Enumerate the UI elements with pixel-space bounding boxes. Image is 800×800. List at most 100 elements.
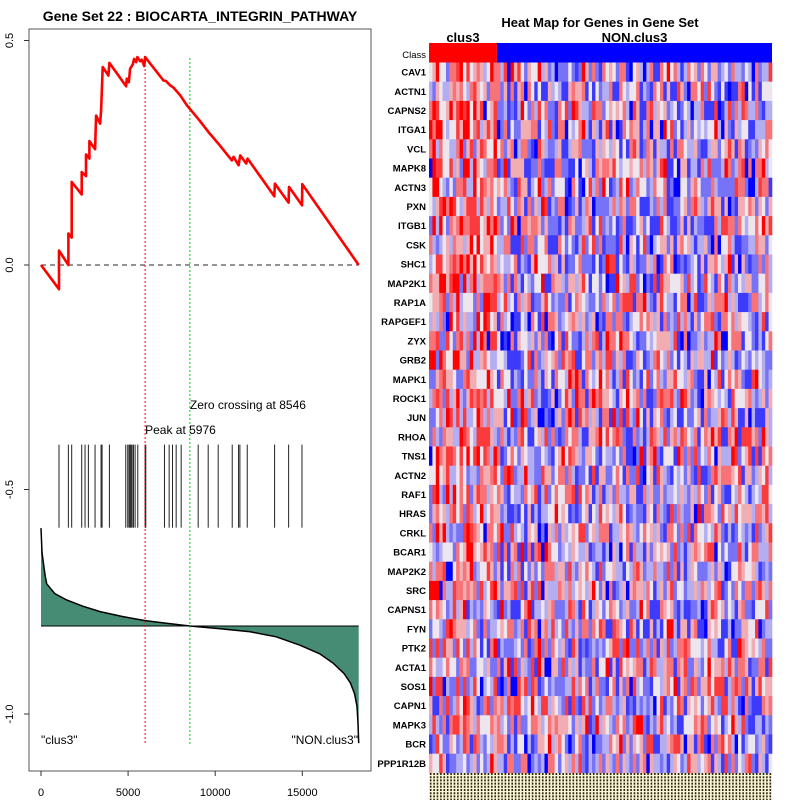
heatmap-cell (680, 753, 685, 774)
heatmap-cell (520, 465, 525, 486)
gene-label: MAPK1 (393, 375, 427, 386)
heatmap-cell (602, 292, 606, 313)
heatmap-cell (704, 561, 708, 582)
heatmap-cell (459, 638, 464, 658)
heatmap-cell (503, 753, 508, 774)
heatmap-cell (490, 331, 494, 351)
heatmap-cell (469, 561, 474, 582)
heatmap-cell (432, 331, 437, 351)
heatmap-cell (612, 734, 617, 754)
heatmap-cell (683, 100, 688, 121)
heatmap-cell (741, 523, 746, 543)
heatmap-cell (462, 350, 467, 370)
heatmap-cell (558, 580, 562, 601)
heatmap-cell (704, 484, 708, 505)
heatmap-cell (653, 580, 657, 601)
heatmap-cell (632, 273, 637, 294)
heatmap-cell (520, 292, 525, 313)
heatmap-cell (625, 619, 630, 639)
heatmap-cell (452, 504, 457, 524)
heatmap-cell (704, 81, 708, 102)
heatmap-cell (561, 158, 566, 178)
heatmap-cell (435, 696, 440, 716)
heatmap-cell (581, 62, 586, 82)
heatmap-cell (751, 216, 756, 236)
heatmap-cell (513, 369, 518, 390)
heatmap-cell (517, 523, 521, 543)
heatmap-cell (700, 273, 705, 294)
heatmap-cell (642, 177, 647, 198)
heatmap-cell (765, 638, 769, 658)
heatmap-cell (683, 62, 688, 82)
heatmap-cell (673, 139, 678, 159)
heatmap-cells (429, 62, 773, 774)
heatmap-cell (663, 446, 668, 466)
heatmap-cell (700, 542, 705, 562)
heatmap-cell (510, 580, 515, 601)
heatmap-cell (700, 350, 705, 370)
heatmap-cell (717, 158, 722, 178)
heatmap-cell (530, 177, 535, 198)
heatmap-cell (554, 388, 559, 409)
heatmap-cell (639, 350, 644, 370)
heatmap-cell (724, 638, 729, 658)
heatmap-cell (605, 216, 610, 236)
heatmap-cell (768, 388, 773, 409)
heatmap-cell (547, 600, 552, 620)
heatmap-cell (707, 158, 712, 178)
heatmap-cell (564, 638, 569, 658)
heatmap-cell (541, 580, 545, 601)
heatmap-cell (748, 619, 752, 639)
heatmap-cell (659, 676, 664, 697)
heatmap-cell (724, 580, 729, 601)
heatmap-cell (727, 408, 732, 428)
heatmap-cell (602, 350, 606, 370)
heatmap-cell (615, 734, 620, 754)
heatmap-cell (527, 331, 532, 351)
heatmap-cell (707, 331, 712, 351)
heatmap-cell (765, 446, 769, 466)
heatmap-cell (649, 62, 654, 82)
heatmap-cell (612, 196, 617, 217)
heatmap-cell (561, 753, 566, 774)
heatmap-cell (510, 734, 515, 754)
heatmap-cell (656, 292, 661, 313)
heatmap-cell (432, 216, 437, 236)
heatmap-cell (561, 696, 566, 716)
heatmap-cell (608, 465, 613, 486)
heatmap-cell (693, 292, 698, 313)
heatmap-cell (741, 158, 746, 178)
heatmap-cell (534, 484, 538, 505)
heatmap-cell (721, 369, 725, 390)
heatmap-cell (673, 312, 678, 332)
heatmap-cell (456, 196, 460, 217)
heatmap-cell (602, 331, 606, 351)
heatmap-cell (704, 504, 708, 524)
heatmap-cell (513, 158, 518, 178)
heatmap-cell (561, 62, 566, 82)
heatmap-cell (707, 734, 712, 754)
heatmap-cell (585, 523, 589, 543)
heatmap-cell (432, 715, 437, 735)
heatmap-cell (558, 619, 562, 639)
heatmap-cell (486, 600, 491, 620)
heatmap-cell (659, 331, 664, 351)
heatmap-cell (673, 100, 678, 121)
heatmap-cell (595, 734, 600, 754)
heatmap-cell (561, 542, 566, 562)
heatmap-cell (612, 600, 617, 620)
heatmap-cell (639, 580, 644, 601)
heatmap-cell (670, 216, 674, 236)
heatmap-cell (503, 388, 508, 409)
heatmap-cell (683, 120, 688, 140)
heatmap-cell (493, 312, 498, 332)
heatmap-cell (459, 696, 464, 716)
heatmap-cell (575, 696, 579, 716)
heatmap-cell (507, 120, 511, 140)
heatmap-cell (707, 177, 712, 198)
heatmap-cell (558, 600, 562, 620)
heatmap-cell (486, 696, 491, 716)
heatmap-cell (649, 753, 654, 774)
heatmap-cell (568, 523, 572, 543)
heatmap-cell (714, 254, 718, 274)
